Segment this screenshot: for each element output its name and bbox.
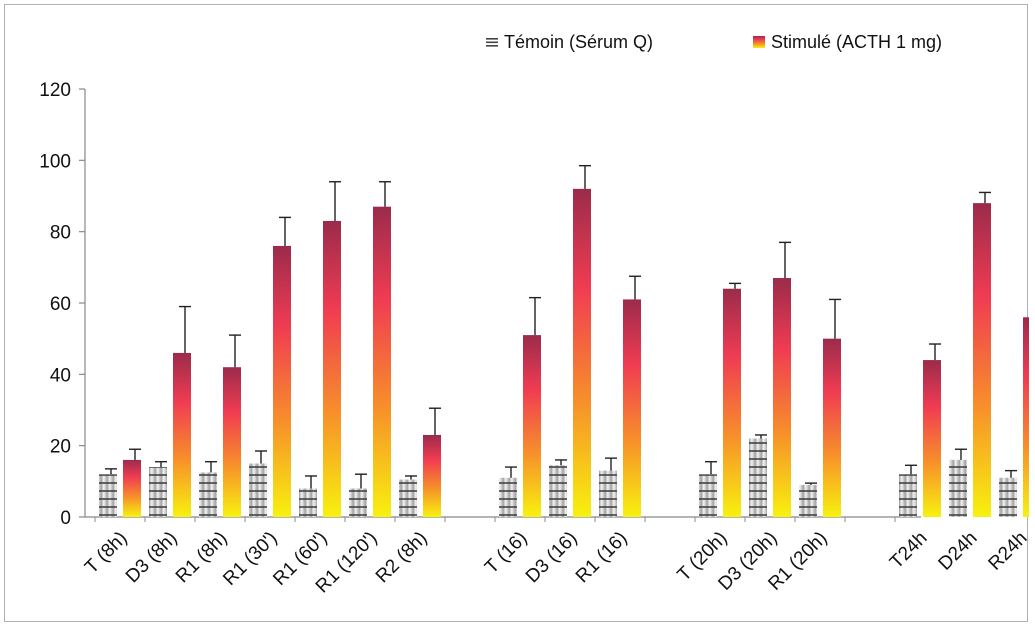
bar-temoin bbox=[549, 465, 567, 517]
error-bar-temoin bbox=[755, 434, 767, 439]
bar-stimule bbox=[123, 459, 141, 517]
legend-swatch-stimule bbox=[753, 36, 765, 48]
chart-frame: Témoin (Sérum Q) Stimulé (ACTH 1 mg) 0 20… bbox=[4, 4, 1029, 622]
bar-temoin bbox=[99, 474, 117, 517]
error-bar-stimule bbox=[529, 296, 541, 336]
error-bar-temoin bbox=[1005, 469, 1017, 478]
error-bar-stimule bbox=[129, 448, 141, 460]
y-tick-label: 40 bbox=[50, 365, 71, 386]
error-bar-stimule bbox=[979, 191, 991, 204]
y-tick-label: 20 bbox=[50, 437, 71, 458]
error-bar-temoin bbox=[705, 461, 717, 475]
error-bar-temoin bbox=[355, 473, 367, 489]
error-bar-temoin bbox=[505, 466, 517, 478]
bar-stimule bbox=[773, 278, 791, 517]
bar-stimule bbox=[373, 206, 391, 517]
y-tick-label: 100 bbox=[39, 151, 71, 172]
x-tick-label: D3 (8h) bbox=[122, 528, 182, 588]
legend: Témoin (Sérum Q) Stimulé (ACTH 1 mg) bbox=[486, 32, 942, 52]
bar-stimule bbox=[223, 367, 241, 517]
error-bars bbox=[105, 164, 1017, 489]
error-bar-temoin bbox=[255, 450, 267, 464]
error-bar-temoin bbox=[105, 468, 117, 475]
bar-temoin bbox=[799, 484, 817, 517]
legend-item-stimule: Stimulé (ACTH 1 mg) bbox=[753, 32, 942, 52]
bar-temoin bbox=[749, 438, 767, 517]
bar-stimule bbox=[423, 434, 441, 517]
bar-stimule bbox=[623, 299, 641, 517]
x-axis-labels: T (8h)D3 (8h)R1 (8h)R1 (30')R1 (60')R1 (… bbox=[81, 528, 1029, 598]
x-tick-label: R2 (8h) bbox=[372, 528, 432, 588]
legend-label-temoin: Témoin (Sérum Q) bbox=[504, 32, 653, 52]
error-bar-stimule bbox=[579, 164, 591, 189]
bar-temoin bbox=[399, 479, 417, 517]
bar-stimule bbox=[323, 220, 341, 517]
error-bar-stimule bbox=[329, 181, 341, 221]
bar-temoin bbox=[199, 472, 217, 517]
bar-temoin bbox=[249, 463, 267, 517]
bar-temoin bbox=[899, 474, 917, 517]
y-tick-label: 0 bbox=[60, 508, 71, 529]
error-bar-temoin bbox=[605, 457, 617, 471]
bar-temoin bbox=[149, 467, 167, 517]
bar-stimule bbox=[273, 245, 291, 517]
bar-stimule bbox=[923, 360, 941, 517]
error-bar-temoin bbox=[905, 464, 917, 475]
error-bar-temoin bbox=[305, 475, 317, 489]
bar-temoin bbox=[599, 470, 617, 517]
bar-temoin bbox=[949, 459, 967, 517]
error-bar-temoin bbox=[155, 461, 167, 468]
bar-temoin bbox=[499, 477, 517, 517]
error-bar-stimule bbox=[629, 275, 641, 300]
error-bar-temoin bbox=[955, 448, 967, 460]
error-bar-stimule bbox=[929, 343, 941, 361]
y-tick-label: 60 bbox=[50, 294, 71, 315]
bar-chart: Témoin (Sérum Q) Stimulé (ACTH 1 mg) 0 20… bbox=[39, 32, 1029, 598]
x-tick-label: R1 (30') bbox=[219, 528, 281, 590]
y-tick-label: 120 bbox=[39, 80, 71, 101]
x-tick-label: T24h bbox=[886, 528, 931, 573]
bar-stimule bbox=[523, 335, 541, 517]
error-bar-stimule bbox=[279, 216, 291, 246]
error-bar-temoin bbox=[805, 482, 817, 485]
error-bar-temoin bbox=[205, 461, 217, 473]
bar-stimule bbox=[573, 188, 591, 517]
bar-stimule bbox=[723, 288, 741, 517]
error-bar-temoin bbox=[555, 459, 567, 466]
error-bar-stimule bbox=[229, 334, 241, 368]
bar-stimule bbox=[823, 338, 841, 517]
bar-temoin bbox=[299, 488, 317, 517]
bar-stimule bbox=[1023, 317, 1029, 517]
bar-stimule bbox=[173, 352, 191, 517]
error-bar-stimule bbox=[429, 407, 441, 435]
error-bar-temoin bbox=[405, 475, 417, 480]
error-bar-stimule bbox=[379, 181, 391, 207]
bar-temoin bbox=[999, 477, 1017, 517]
y-tick-label: 80 bbox=[50, 223, 71, 244]
bar-stimule bbox=[973, 203, 991, 517]
error-bar-stimule bbox=[729, 282, 741, 289]
error-bar-stimule bbox=[179, 305, 191, 353]
legend-item-temoin: Témoin (Sérum Q) bbox=[486, 32, 653, 52]
error-bar-stimule bbox=[829, 298, 841, 339]
bar-temoin bbox=[349, 488, 367, 517]
legend-label-stimule: Stimulé (ACTH 1 mg) bbox=[771, 32, 942, 52]
bars bbox=[99, 188, 1029, 517]
x-tick-label: D3 (16) bbox=[522, 528, 582, 588]
legend-swatch-temoin bbox=[486, 36, 498, 48]
error-bar-stimule bbox=[779, 241, 791, 279]
bar-temoin bbox=[699, 474, 717, 517]
x-tick-label: R1 (16) bbox=[572, 528, 632, 588]
x-tick-label: D24h bbox=[935, 528, 982, 575]
x-tick-label: R24h bbox=[985, 528, 1029, 575]
